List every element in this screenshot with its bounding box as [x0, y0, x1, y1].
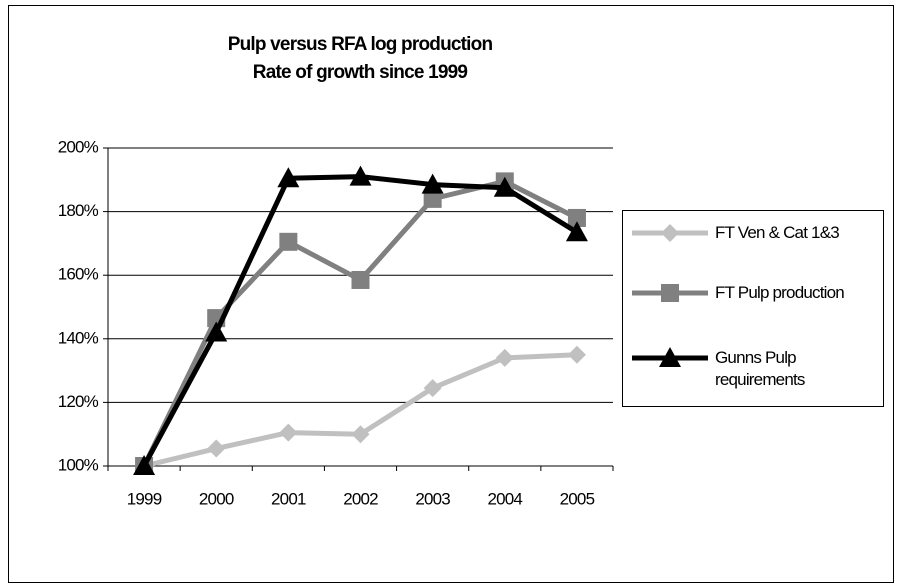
marker	[661, 224, 679, 242]
marker	[349, 165, 372, 186]
marker	[207, 439, 226, 458]
marker	[421, 173, 444, 194]
marker	[423, 189, 442, 208]
legend-label: Gunns Pulp requirements	[715, 348, 805, 389]
y-tick-label: 140%	[58, 328, 99, 347]
legend-label: FT Pulp production	[715, 283, 845, 302]
marker	[133, 455, 156, 475]
legend-label: FT Ven & Cat 1&3	[715, 223, 840, 242]
x-tick-label: 2002	[343, 489, 378, 508]
x-tick-label: 2000	[199, 489, 234, 508]
y-tick-label: 200%	[58, 137, 99, 156]
marker	[351, 425, 370, 444]
marker	[567, 208, 586, 227]
chart-subtitle: Rate of growth since 1999	[253, 62, 468, 83]
marker	[567, 345, 586, 364]
marker	[659, 347, 681, 367]
marker	[277, 167, 300, 188]
marker	[423, 379, 442, 398]
marker	[351, 270, 370, 289]
x-tick-label: 2004	[487, 489, 522, 508]
marker	[495, 348, 514, 367]
marker	[565, 221, 588, 242]
legend-box	[622, 210, 884, 407]
x-tick-label: 2001	[271, 489, 306, 508]
x-tick-label: 2003	[415, 489, 450, 508]
marker	[279, 232, 298, 251]
y-tick-label: 160%	[58, 265, 99, 284]
chart-title: Pulp versus RFA log production	[228, 34, 493, 55]
marker	[661, 284, 679, 302]
x-tick-label: 2005	[560, 489, 595, 508]
marker	[279, 423, 298, 442]
x-tick-label: 1999	[127, 489, 162, 508]
marker	[205, 321, 228, 342]
y-tick-label: 100%	[58, 455, 99, 474]
y-tick-label: 120%	[58, 392, 99, 411]
marker	[493, 176, 516, 197]
y-tick-label: 180%	[58, 201, 99, 220]
